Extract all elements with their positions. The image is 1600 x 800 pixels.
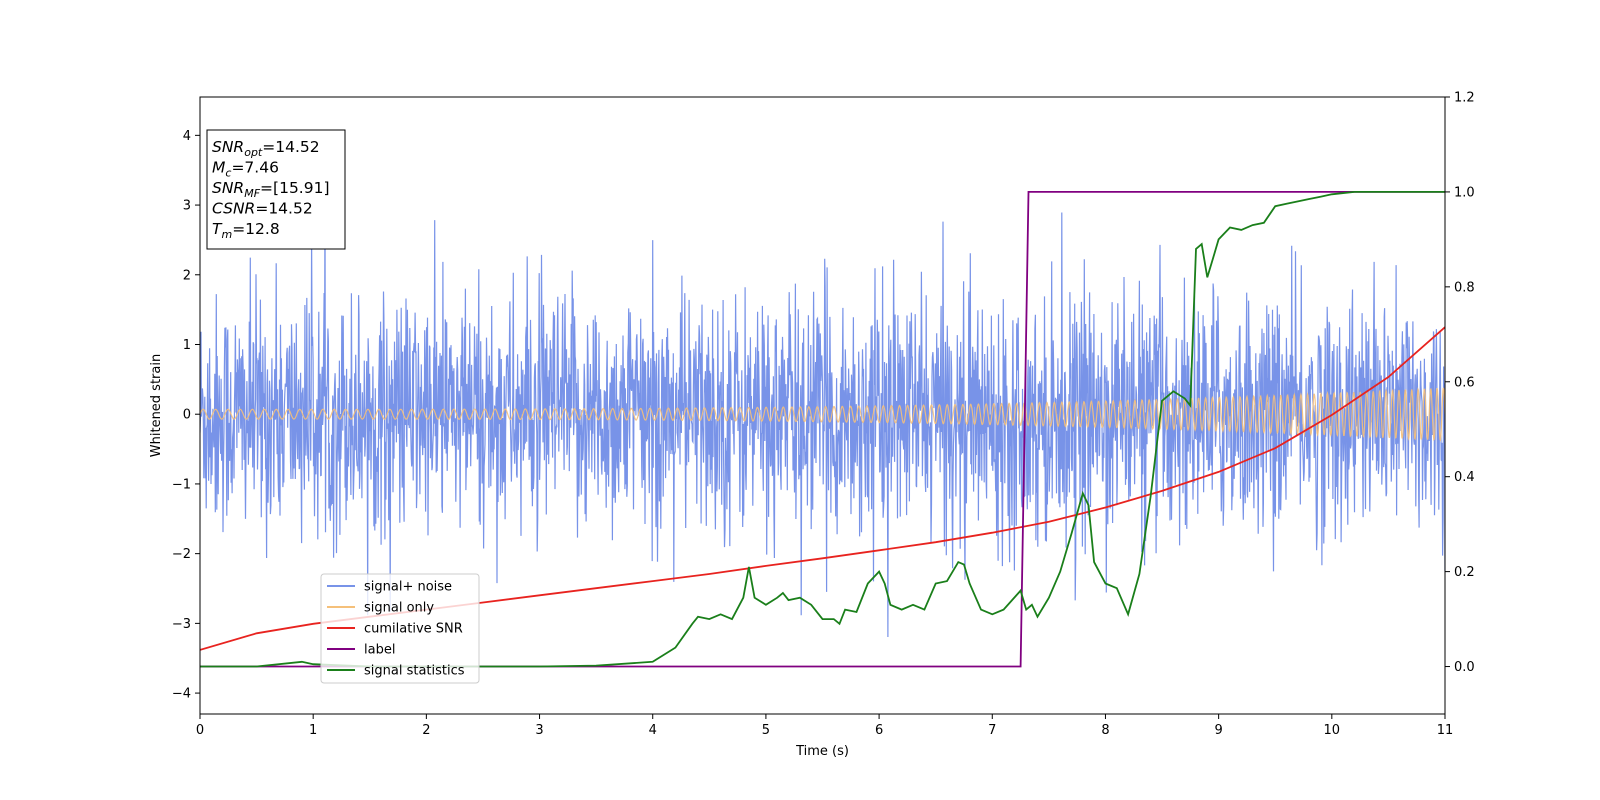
legend: signal+ noise signal only cumilative SNR la…	[320, 573, 480, 684]
x-tick-label: 2	[422, 723, 430, 738]
x-tick-label: 6	[875, 723, 883, 738]
y-tick-label: 4	[183, 129, 191, 144]
x-tick-label: 8	[1101, 723, 1109, 738]
x-tick-label: 3	[535, 723, 543, 738]
legend-item: signal statistics	[327, 664, 465, 679]
y2-tick-label: 0.0	[1454, 660, 1475, 675]
ticks-layer: 0 1 2 3 4 5 6 7 8 9 10 11 −4 −3 −2 −1 0 1 2 3 4 0.0 0.2 0.4 0.6 0…	[172, 91, 1475, 739]
x-axis-label: Time (s)	[795, 744, 849, 759]
y-tick-label: 1	[183, 338, 191, 353]
x-tick-label: 9	[1214, 723, 1222, 738]
x-tick-label: 7	[988, 723, 996, 738]
x-tick-label: 0	[196, 723, 204, 738]
x-tick-label: 5	[762, 723, 770, 738]
annotation-line: CSNR=14.52	[212, 200, 313, 218]
series-label	[200, 191, 1445, 668]
axes-frame	[199, 96, 1446, 715]
y-tick-label: −4	[172, 687, 191, 702]
series-signal-only	[200, 387, 1445, 442]
series-signal-statistics	[200, 191, 1445, 668]
y-tick-label: −1	[172, 477, 191, 492]
series-line	[200, 191, 1445, 668]
y2-tick-label: 1.0	[1454, 185, 1475, 200]
annotation-line: Tm=12.8	[212, 220, 280, 241]
y-tick-label: −2	[172, 547, 191, 562]
legend-item: cumilative SNR	[327, 622, 463, 637]
y2-tick-label: 0.2	[1454, 565, 1475, 580]
legend-item: signal only	[327, 601, 434, 616]
y2-tick-label: 1.2	[1454, 91, 1475, 106]
legend-label: signal statistics	[364, 664, 465, 679]
x-tick-label: 1	[309, 723, 317, 738]
series-line	[200, 188, 1445, 638]
stats-annotation-box: SNRopt=14.52Mc=7.46SNRMF=[15.91]CSNR=14.…	[206, 129, 346, 250]
y2-tick-label: 0.4	[1454, 470, 1475, 485]
y-axis-label: Whitened strain	[149, 354, 164, 457]
y-tick-label: −3	[172, 617, 191, 632]
legend-item: label	[327, 643, 395, 658]
y2-tick-label: 0.6	[1454, 375, 1475, 390]
annotation-line: SNRMF=[15.91]	[212, 179, 330, 200]
y-tick-label: 0	[183, 408, 191, 423]
x-tick-label: 11	[1437, 723, 1454, 738]
legend-label: label	[364, 643, 395, 658]
legend-label: signal+ noise	[364, 580, 452, 595]
annotation-line: Mc=7.46	[212, 159, 279, 180]
y-tick-label: 2	[183, 268, 191, 283]
series-line	[200, 191, 1445, 668]
annotation-line: SNRopt=14.52	[212, 138, 320, 159]
y-tick-label: 3	[183, 199, 191, 214]
legend-frame	[320, 573, 480, 684]
y2-tick-label: 0.8	[1454, 280, 1475, 295]
series-signal-noise	[200, 188, 1445, 638]
legend-label: signal only	[364, 601, 434, 616]
legend-label: cumilative SNR	[364, 622, 463, 637]
annotation-frame	[206, 129, 346, 250]
series-line	[200, 387, 1445, 442]
legend-item: signal+ noise	[327, 580, 452, 595]
x-tick-label: 4	[649, 723, 657, 738]
x-tick-label: 10	[1324, 723, 1341, 738]
